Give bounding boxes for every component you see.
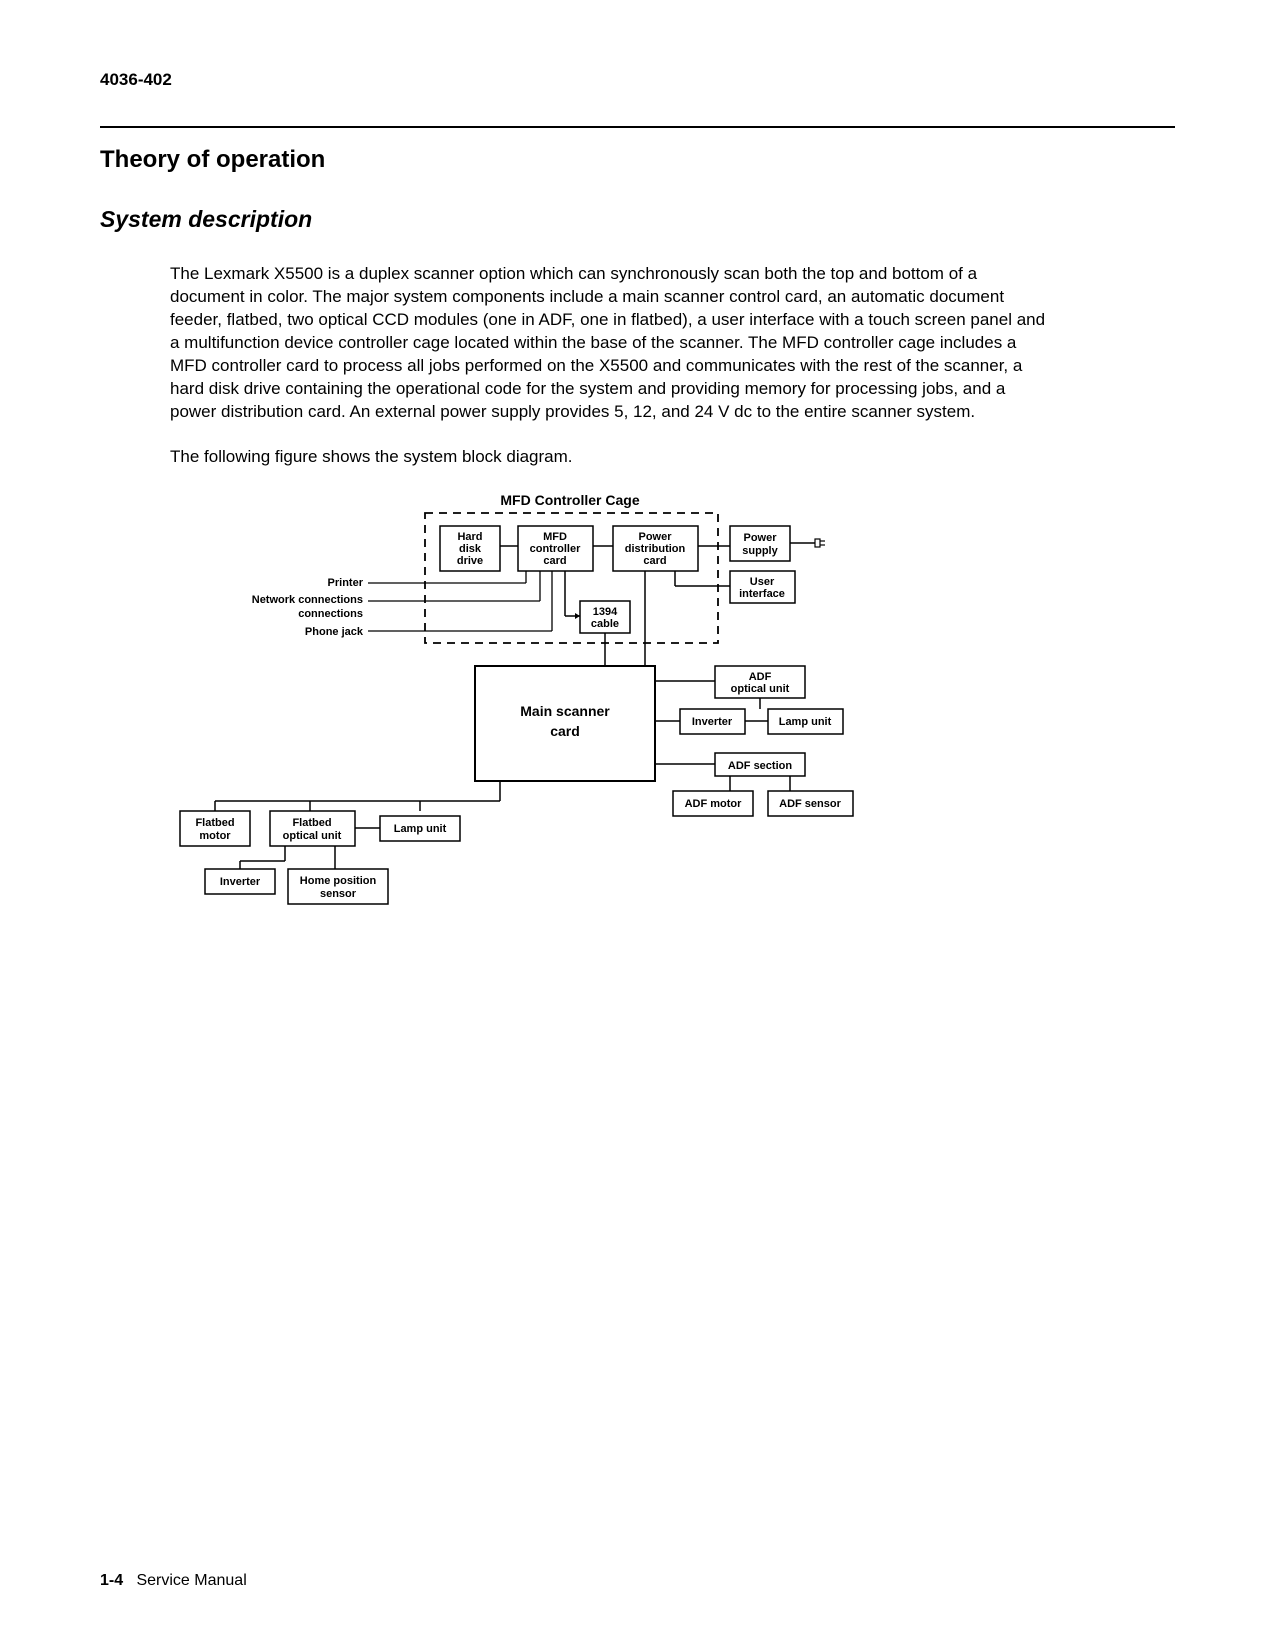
svg-text:motor: motor xyxy=(199,830,231,842)
svg-text:Phone jack: Phone jack xyxy=(305,626,364,638)
heading-theory: Theory of operation xyxy=(100,146,1175,174)
page-number: 1-4 xyxy=(100,1572,123,1589)
svg-text:Hard: Hard xyxy=(457,531,482,543)
svg-text:drive: drive xyxy=(457,555,483,567)
svg-text:ADF: ADF xyxy=(749,671,772,683)
svg-text:Lamp unit: Lamp unit xyxy=(394,823,447,835)
svg-text:ADF section: ADF section xyxy=(728,760,792,772)
heading-system: System description xyxy=(100,206,1175,233)
system-diagram: MFD Controller Cage Hard disk drive MFD … xyxy=(170,491,1175,921)
svg-text:optical unit: optical unit xyxy=(283,830,342,842)
svg-text:MFD: MFD xyxy=(543,531,567,543)
diagram-title: MFD Controller Cage xyxy=(500,492,639,508)
paragraph-2: The following figure shows the system bl… xyxy=(170,446,1050,469)
header-code: 4036-402 xyxy=(100,70,1175,90)
svg-text:cable: cable xyxy=(591,618,619,630)
svg-text:Flatbed: Flatbed xyxy=(195,817,234,829)
svg-text:controller: controller xyxy=(530,543,581,555)
svg-text:distribution: distribution xyxy=(625,543,686,555)
footer: 1-4 Service Manual xyxy=(100,1572,247,1590)
svg-text:Inverter: Inverter xyxy=(220,876,261,888)
svg-text:supply: supply xyxy=(742,545,778,557)
svg-text:Flatbed: Flatbed xyxy=(292,817,331,829)
svg-text:disk: disk xyxy=(459,543,482,555)
svg-text:sensor: sensor xyxy=(320,888,357,900)
svg-text:Main scanner: Main scanner xyxy=(520,703,610,719)
svg-text:card: card xyxy=(550,723,580,739)
svg-text:Power: Power xyxy=(638,531,672,543)
svg-text:Printer: Printer xyxy=(328,577,364,589)
svg-text:interface: interface xyxy=(739,588,785,600)
svg-text:1394: 1394 xyxy=(593,606,618,618)
paragraph-1: The Lexmark X5500 is a duplex scanner op… xyxy=(170,263,1050,424)
svg-text:card: card xyxy=(643,555,666,567)
svg-text:connections: connections xyxy=(298,608,363,620)
svg-text:Lamp unit: Lamp unit xyxy=(779,716,832,728)
svg-text:Inverter: Inverter xyxy=(692,716,733,728)
svg-text:ADF sensor: ADF sensor xyxy=(779,798,841,810)
svg-text:optical unit: optical unit xyxy=(731,683,790,695)
svg-text:ADF motor: ADF motor xyxy=(685,798,743,810)
divider xyxy=(100,126,1175,128)
footer-label: Service Manual xyxy=(136,1572,246,1589)
svg-text:card: card xyxy=(543,555,566,567)
svg-text:Home position: Home position xyxy=(300,875,377,887)
svg-text:Power: Power xyxy=(743,532,777,544)
svg-text:User: User xyxy=(750,576,775,588)
svg-text:Network connections: Network connections xyxy=(252,594,363,606)
